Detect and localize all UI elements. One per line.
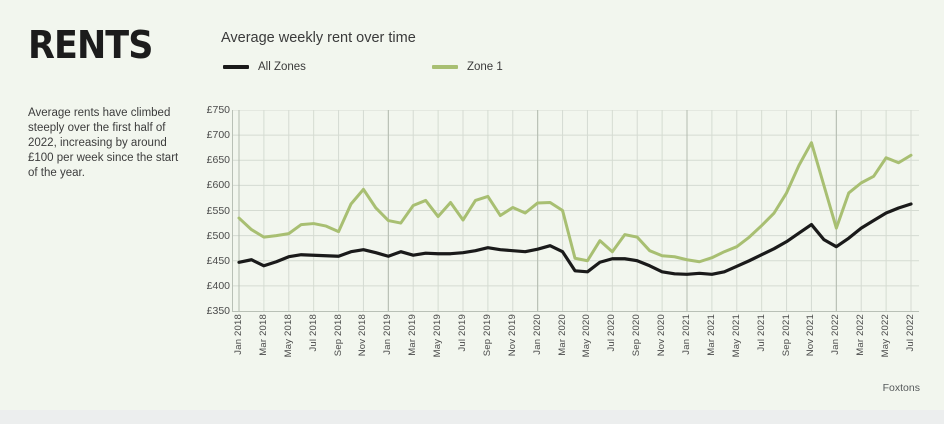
x-axis-tick: Mar 2020	[556, 314, 568, 356]
series-line-zone-1	[237, 141, 913, 264]
chart-header: Average weekly rent over time All Zones …	[219, 30, 919, 76]
source-attribution: Foxtons	[882, 382, 920, 394]
x-axis-tick: Sep 2021	[780, 314, 792, 357]
x-axis-tick: Nov 2021	[805, 314, 817, 357]
x-axis-tick: Sep 2020	[631, 314, 643, 357]
page-title: RENTS	[28, 23, 153, 67]
line-chart-svg	[233, 110, 919, 311]
x-axis-tick: Nov 2020	[656, 314, 668, 357]
y-axis-tick: £650	[206, 154, 230, 167]
legend-item-zone-1[interactable]: Zone 1	[431, 61, 503, 73]
x-axis-tick: Jul 2020	[606, 314, 618, 352]
x-axis-tick: Jan 2021	[681, 314, 692, 355]
chart-plot-area: £750 £700 £650 £600 £550 £500 £450 £400 £350	[196, 100, 922, 320]
x-axis-tick: Sep 2018	[332, 314, 344, 357]
rents-infographic-card: RENTS Average rents have climbed steeply…	[28, 14, 922, 394]
legend-item-all-zones[interactable]: All Zones	[223, 61, 306, 73]
x-axis-tick: Mar 2021	[705, 314, 717, 356]
x-axis-tick: Mar 2018	[257, 314, 269, 356]
legend-swatch-all-zones	[223, 65, 249, 69]
x-axis-tick: Jul 2022	[905, 314, 916, 352]
x-axis-tick: Nov 2018	[357, 314, 369, 357]
y-axis-tick: £600	[206, 179, 230, 192]
y-axis-labels: £750 £700 £650 £600 £550 £500 £450 £400 £350	[196, 100, 230, 317]
x-axis-tick: Mar 2022	[855, 314, 867, 356]
x-axis-tick: May 2018	[282, 314, 294, 358]
x-axis-tick: May 2020	[581, 314, 593, 358]
legend-swatch-zone-1	[431, 65, 458, 69]
chart-title: Average weekly rent over time	[221, 30, 416, 46]
x-axis-tick: Sep 2019	[481, 314, 493, 357]
y-axis-tick: £500	[206, 229, 230, 242]
x-axis-tick: May 2021	[730, 314, 742, 358]
legend-label-zone-1: Zone 1	[466, 61, 503, 73]
legend-label-all-zones: All Zones	[258, 61, 306, 73]
series-line-all-zones	[237, 202, 913, 276]
y-axis-tick: £400	[206, 279, 230, 292]
x-axis-labels: Jan 2018 Mar 2018 May 2018 Jul 2018 Sep 2018…	[232, 314, 922, 376]
y-axis-tick: £700	[206, 129, 230, 142]
x-axis-tick: May 2022	[880, 314, 892, 358]
x-axis-tick: Jan 2018	[233, 314, 244, 355]
x-axis-tick: Nov 2019	[506, 314, 518, 357]
x-axis-tick: Jan 2022	[830, 314, 842, 355]
summary-text: Average rents have climbed steeply over …	[28, 107, 179, 179]
left-panel: RENTS Average rents have climbed steeply…	[28, 14, 203, 179]
x-axis-tick: Jul 2019	[457, 314, 468, 352]
x-axis-tick: May 2019	[432, 314, 444, 358]
y-axis-tick: £550	[206, 204, 230, 217]
x-axis-tick: Jan 2020	[531, 314, 543, 355]
x-axis-tick: Mar 2019	[407, 314, 419, 356]
x-axis-tick: Jan 2019	[382, 314, 394, 355]
y-axis-tick: £750	[206, 104, 230, 116]
x-axis-tick: Jul 2021	[755, 314, 767, 352]
x-axis-tick: Jul 2018	[307, 314, 319, 352]
y-axis-tick: £350	[206, 305, 230, 317]
y-axis-tick: £450	[206, 254, 230, 267]
chart-legend: All Zones Zone 1	[223, 58, 919, 76]
plot-canvas	[232, 110, 919, 312]
